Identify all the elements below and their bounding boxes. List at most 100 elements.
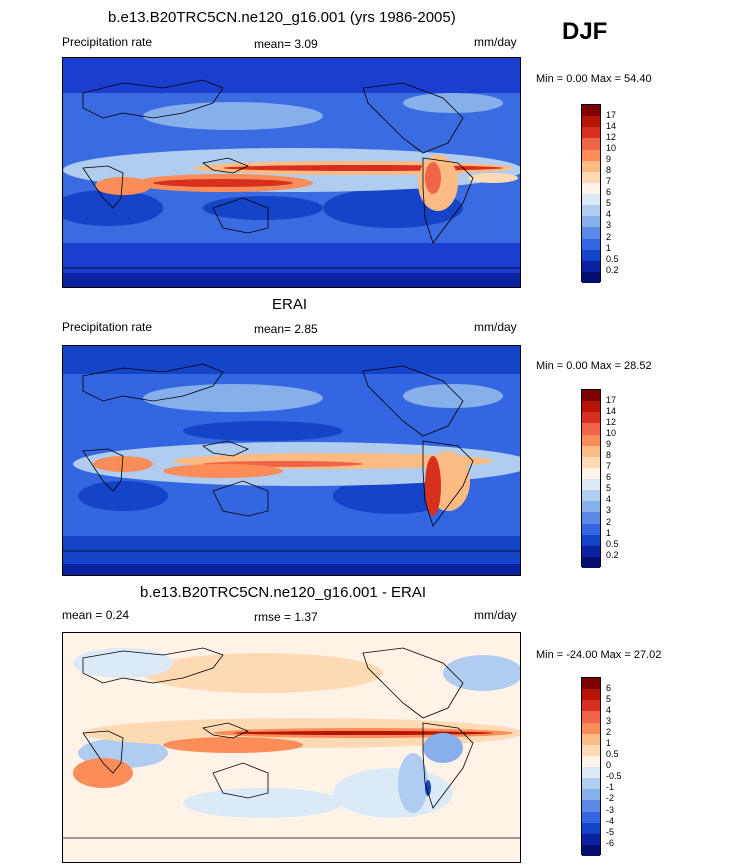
- panel-3-colorbar-tick: 5: [606, 694, 612, 704]
- panel-2-units: mm/day: [474, 320, 517, 334]
- colorbar-swatch: [582, 545, 600, 557]
- panel-3-minmax: Min = -24.00 Max = 27.02: [536, 649, 662, 661]
- colorbar-swatch: [582, 149, 600, 161]
- panel-2-colorbar-tick: 17: [606, 395, 617, 405]
- colorbar-swatch: [582, 479, 600, 491]
- panel-1-title: b.e13.B20TRC5CN.ne120_g16.001 (yrs 1986-…: [108, 9, 456, 26]
- panel-2-colorbar-tick: 14: [606, 406, 617, 416]
- panel-1-colorbar-tick: 8: [606, 165, 612, 175]
- panel-2-colorbar-tick: 0.5: [606, 539, 619, 549]
- colorbar-swatch: [582, 105, 600, 117]
- panel-1-colorbar-tick: 7: [606, 176, 612, 186]
- panel-3-units: mm/day: [474, 608, 517, 622]
- colorbar-swatch: [582, 556, 600, 568]
- panel-3-mean: mean = 0.24: [62, 608, 130, 622]
- panel-3-title: b.e13.B20TRC5CN.ne120_g16.001 - ERAI: [140, 584, 427, 601]
- panel-2-colorbar-tick: 4: [606, 494, 612, 504]
- colorbar-swatch: [582, 722, 600, 734]
- colorbar-swatch: [582, 755, 600, 767]
- colorbar-swatch: [582, 138, 600, 150]
- colorbar-swatch: [582, 194, 600, 206]
- panel-1-colorbar-tick: 9: [606, 154, 612, 164]
- panel-3-map-field: [63, 633, 520, 862]
- panel-1-colorbar-tick: 4: [606, 209, 612, 219]
- colorbar-swatch: [582, 127, 600, 139]
- panel-3-colorbar-tick: 0: [606, 760, 612, 770]
- panel-2-colorbar-tick: 9: [606, 439, 612, 449]
- panel-1-colorbar: [581, 104, 601, 283]
- panel-2-colorbar-tick: 8: [606, 450, 612, 460]
- colorbar-swatch: [582, 182, 600, 194]
- colorbar-swatch: [582, 434, 600, 446]
- panel-3-map: [62, 632, 521, 863]
- panel-1-map-field: [63, 58, 520, 287]
- panel-2-variable-label: Precipitation rate: [62, 320, 153, 334]
- panel-2-colorbar-tick: 12: [606, 417, 617, 427]
- colorbar-swatch: [582, 800, 600, 812]
- colorbar-swatch: [582, 160, 600, 172]
- panel-1-map: [62, 57, 521, 288]
- panel-1-minmax: Min = 0.00 Max = 54.40: [536, 73, 652, 85]
- panel-3-rmse: rmse = 1.37: [254, 610, 318, 624]
- colorbar-swatch: [582, 833, 600, 845]
- panel-3-colorbar-tick: 3: [606, 716, 612, 726]
- colorbar-swatch: [582, 238, 600, 250]
- colorbar-swatch: [582, 445, 600, 457]
- panel-1-colorbar-tick: 6: [606, 187, 612, 197]
- panel-2-minmax: Min = 0.00 Max = 28.52: [536, 360, 652, 372]
- colorbar-swatch: [582, 523, 600, 535]
- panel-3-colorbar-tick: -1: [606, 782, 615, 792]
- colorbar-swatch: [582, 116, 600, 128]
- panel-1-colorbar-tick: 5: [606, 198, 612, 208]
- panel-1-colorbar-tick: 0.2: [606, 265, 619, 275]
- panel-2-map: [62, 345, 521, 576]
- panel-3-colorbar-tick: -3: [606, 805, 615, 815]
- panel-2-colorbar-tick: 7: [606, 461, 612, 471]
- colorbar-swatch: [582, 467, 600, 479]
- colorbar-swatch: [582, 700, 600, 712]
- colorbar-swatch: [582, 778, 600, 790]
- panel-1-units: mm/day: [474, 35, 517, 49]
- panel-1-colorbar-tick: 0.5: [606, 254, 619, 264]
- panel-3-colorbar-tick: -5: [606, 827, 615, 837]
- colorbar-swatch: [582, 423, 600, 435]
- colorbar-swatch: [582, 456, 600, 468]
- colorbar-swatch: [582, 490, 600, 502]
- colorbar-swatch: [582, 412, 600, 424]
- panel-1-colorbar-tick: 3: [606, 220, 612, 230]
- colorbar-swatch: [582, 205, 600, 217]
- panel-2-colorbar-tick: 2: [606, 517, 612, 527]
- colorbar-swatch: [582, 733, 600, 745]
- colorbar-swatch: [582, 401, 600, 413]
- panel-1-colorbar-tick: 1: [606, 243, 612, 253]
- colorbar-swatch: [582, 216, 600, 228]
- colorbar-swatch: [582, 844, 600, 856]
- panel-3-colorbar: [581, 677, 601, 856]
- panel-3-colorbar-tick: 1: [606, 738, 612, 748]
- panel-2-colorbar-tick: 1: [606, 528, 612, 538]
- panel-2-map-field: [63, 346, 520, 575]
- panel-2-colorbar: [581, 389, 601, 568]
- colorbar-swatch: [582, 711, 600, 723]
- colorbar-swatch: [582, 534, 600, 546]
- panel-3-colorbar-tick: -4: [606, 816, 615, 826]
- colorbar-swatch: [582, 501, 600, 513]
- panel-1-colorbar-tick: 17: [606, 110, 617, 120]
- colorbar-swatch: [582, 744, 600, 756]
- colorbar-swatch: [582, 822, 600, 834]
- panel-2-mean: mean= 2.85: [254, 322, 318, 336]
- colorbar-swatch: [582, 767, 600, 779]
- colorbar-swatch: [582, 271, 600, 283]
- colorbar-swatch: [582, 249, 600, 261]
- panel-3-colorbar-tick: 4: [606, 705, 612, 715]
- panel-2-colorbar-tick: 10: [606, 428, 617, 438]
- colorbar-swatch: [582, 390, 600, 402]
- panel-1-colorbar-tick: 10: [606, 143, 617, 153]
- panel-3-colorbar-tick: -0.5: [606, 771, 622, 781]
- panel-2-title: ERAI: [272, 296, 308, 313]
- panel-1-colorbar-tick: 14: [606, 121, 617, 131]
- season-label: DJF: [562, 18, 608, 45]
- panel-3-colorbar-tick: 2: [606, 727, 612, 737]
- panel-2-colorbar-tick: 0.2: [606, 550, 619, 560]
- colorbar-swatch: [582, 789, 600, 801]
